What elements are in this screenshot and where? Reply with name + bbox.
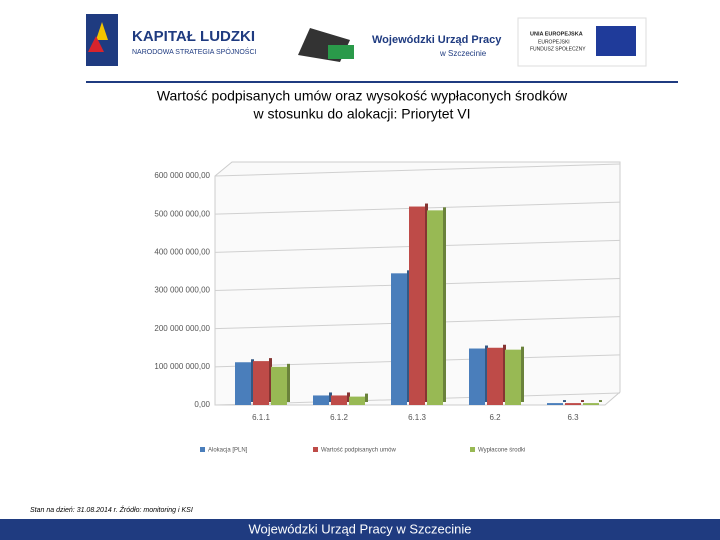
bar-side [563, 400, 566, 402]
footer-bar [0, 519, 720, 540]
bar [271, 366, 287, 405]
bar-side [251, 359, 254, 402]
bar [409, 206, 425, 405]
bar [349, 396, 365, 405]
legend-swatch [313, 447, 318, 452]
y-tick-label: 600 000 000,00 [154, 171, 210, 180]
footnote: Stan na dzień: 31.08.2014 r. Źródło: mon… [30, 505, 193, 514]
bar [505, 349, 521, 405]
x-tick-label: 6.1.2 [330, 413, 348, 422]
bar-side [443, 207, 446, 402]
logo-line: UNIA EUROPEJSKA [530, 31, 583, 37]
bar-side [407, 270, 410, 402]
bar [235, 362, 251, 405]
x-tick-label: 6.2 [489, 413, 501, 422]
y-tick-label: 0,00 [194, 400, 210, 409]
bar [565, 403, 581, 405]
bar-side [365, 393, 368, 402]
logo-subtitle: NARODOWA STRATEGIA SPÓJNOŚCI [132, 47, 257, 56]
legend-label: Wypłacone środki [478, 448, 525, 454]
bar-side [581, 400, 584, 402]
bar-side [521, 346, 524, 402]
y-tick-label: 300 000 000,00 [154, 286, 210, 295]
x-tick-label: 6.3 [567, 413, 579, 422]
bar [583, 403, 599, 405]
chart-title: w stosunku do alokacji: Priorytet VI [252, 106, 470, 122]
bar-side [269, 358, 272, 402]
y-tick-label: 500 000 000,00 [154, 209, 210, 218]
bar-side [287, 363, 290, 402]
bar [427, 210, 443, 405]
logo-star [88, 36, 104, 52]
bar [331, 395, 347, 405]
bar [313, 395, 329, 405]
bar-side [329, 392, 332, 402]
legend-label: Alokacja [PLN] [208, 448, 248, 454]
legend-swatch [200, 447, 205, 452]
bar [469, 348, 485, 405]
y-tick-label: 200 000 000,00 [154, 324, 210, 333]
bar-side [503, 344, 506, 402]
logo-title: Wojewódzki Urząd Pracy [372, 34, 502, 46]
bar [487, 347, 503, 405]
bar-side [425, 203, 428, 402]
bar-side [347, 392, 350, 402]
x-tick-label: 6.1.1 [252, 413, 270, 422]
bar [391, 273, 407, 405]
bar [547, 403, 563, 405]
footer-text: Wojewódzki Urząd Pracy w Szczecinie [249, 521, 472, 536]
legend-swatch [470, 447, 475, 452]
legend-label: Wartość podpisanych umów [321, 448, 396, 454]
chart-title: Wartość podpisanych umów oraz wysokość w… [157, 88, 568, 104]
bar-side [485, 345, 488, 402]
grid-line [214, 163, 621, 177]
logo-subtitle: w Szczecinie [439, 49, 487, 58]
logo-star [96, 22, 108, 40]
bar [253, 361, 269, 405]
eu-flag [596, 26, 636, 56]
logo-line: FUNDUSZ SPOŁECZNY [530, 46, 586, 52]
logo-title: KAPITAŁ LUDZKI [132, 28, 255, 45]
x-tick-label: 6.1.3 [408, 413, 426, 422]
logo-line: EUROPEJSKI [538, 39, 570, 45]
bar-side [599, 400, 602, 402]
y-tick-label: 100 000 000,00 [154, 362, 210, 371]
logo-arrow [328, 45, 354, 59]
y-tick-label: 400 000 000,00 [154, 247, 210, 256]
